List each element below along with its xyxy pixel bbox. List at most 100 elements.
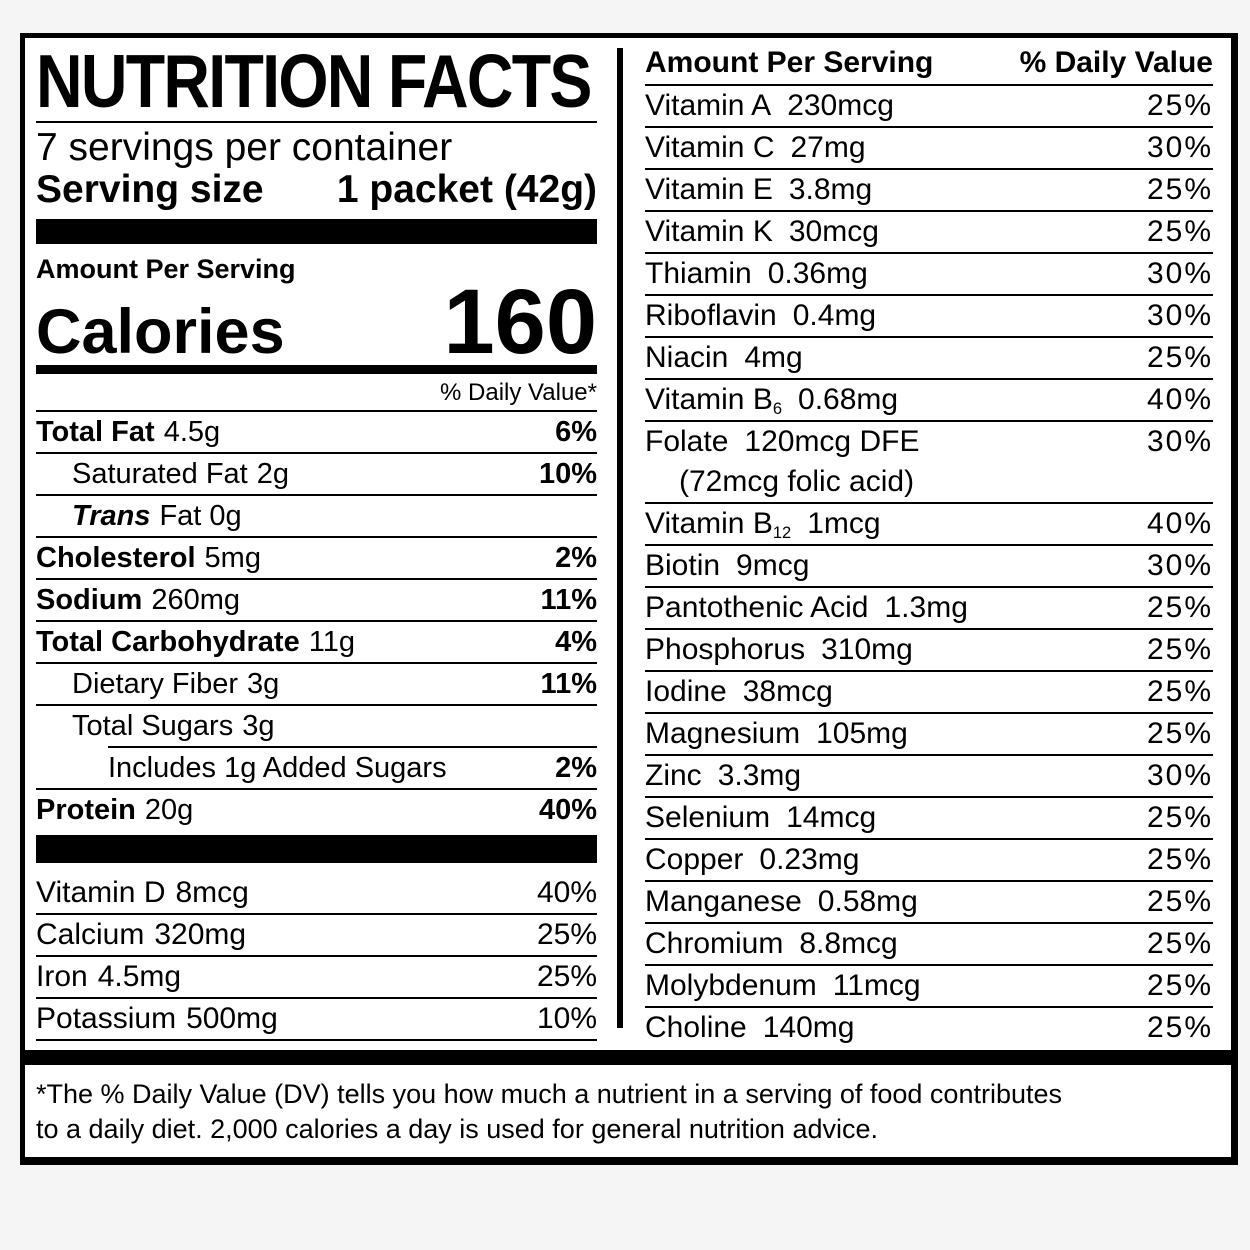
nutrient-name: Dietary Fiber 3g bbox=[72, 667, 280, 700]
micronutrient-row: Vitamin E 3.8mg 25% bbox=[645, 170, 1213, 212]
micronutrient-row: Vitamin K 30mcg 25% bbox=[645, 212, 1213, 254]
nutrient-note: (72mcg folic acid) bbox=[679, 465, 915, 498]
nutrient-row: Protein 20g 40% bbox=[36, 790, 597, 830]
nutrient-daily-value: 25% bbox=[536, 960, 597, 994]
nutrient-name: Vitamin A 230mcg bbox=[645, 89, 894, 122]
micronutrient-row: Iodine 38mcg 25% bbox=[645, 672, 1213, 714]
footnote-line-2: to a daily diet. 2,000 calories a day is… bbox=[36, 1114, 878, 1145]
nutrient-amount: 3g bbox=[242, 709, 275, 742]
nutrient-name: Vitamin C 27mg bbox=[645, 131, 866, 164]
nutrient-amount: 0.4mg bbox=[792, 299, 877, 332]
nutrient-amount: 4.5mg bbox=[97, 960, 182, 994]
nutrient-amount: 310mg bbox=[821, 633, 913, 666]
micronutrient-row: Pantothenic Acid 1.3mg 25% bbox=[645, 588, 1213, 630]
nutrient-name: Zinc 3.3mg bbox=[645, 759, 802, 792]
nutrient-amount: 4.5g bbox=[163, 415, 221, 448]
nutrient-name: Trans Fat 0g bbox=[72, 499, 242, 532]
micronutrient-row: Vitamin B6 0.68mg 40% bbox=[645, 380, 1213, 422]
nutrient-amount: 140mg bbox=[762, 1011, 855, 1044]
nutrient-daily-value: 2% bbox=[555, 541, 597, 574]
servings-per-container: 7 servings per container bbox=[36, 125, 453, 169]
nutrient-name: Cholesterol 5mg bbox=[36, 541, 261, 574]
nutrient-amount: 105mg bbox=[816, 717, 908, 750]
nutrient-name: Phosphorus 310mg bbox=[645, 633, 913, 666]
vitamin-mineral-row: Calcium 320mg 25% bbox=[36, 915, 597, 958]
nutrient-name: Riboflavin 0.4mg bbox=[645, 299, 877, 332]
nutrient-daily-value: 10% bbox=[536, 1002, 597, 1036]
nutrient-name: Vitamin B12 1mcg bbox=[645, 507, 881, 542]
micronutrient-row: Magnesium 105mg 25% bbox=[645, 714, 1213, 756]
nutrient-amount: 0.68mg bbox=[798, 383, 899, 416]
nutrient-amount: 9mcg bbox=[736, 549, 810, 582]
nutrient-daily-value: 40% bbox=[538, 793, 597, 826]
nutrient-name: Magnesium 105mg bbox=[645, 717, 908, 750]
nutrient-amount: 120mcg DFE bbox=[744, 425, 920, 458]
nutrient-daily-value: 30% bbox=[1146, 425, 1213, 458]
footnote-divider-bar bbox=[25, 1050, 1231, 1065]
micronutrient-row: Vitamin A 230mcg 25% bbox=[645, 86, 1213, 128]
nutrient-row: Trans Fat 0g bbox=[36, 496, 597, 539]
micronutrient-row: Biotin 9mcg 30% bbox=[645, 546, 1213, 588]
micronutrient-row: Phosphorus 310mg 25% bbox=[645, 630, 1213, 672]
nutrient-amount: 1mcg bbox=[807, 507, 881, 540]
nutrient-name: Iron 4.5mg bbox=[36, 960, 182, 994]
nutrient-daily-value: 30% bbox=[1146, 131, 1213, 164]
nutrient-row: Saturated Fat 2g 10% bbox=[36, 454, 597, 497]
nutrient-name: Iodine 38mcg bbox=[645, 675, 833, 708]
right-column: Amount Per Serving % Daily Value Vitamin… bbox=[623, 38, 1231, 1050]
nutrient-daily-value: 4% bbox=[555, 625, 597, 658]
main-nutrients-section: Total Fat 4.5g 6% Saturated Fat 2g 10% Trans Fa… bbox=[36, 412, 597, 830]
calories-divider-bar bbox=[36, 365, 597, 375]
nutrient-daily-value: 25% bbox=[1146, 675, 1213, 708]
vitamins-divider-bar bbox=[36, 835, 597, 864]
vitamin-mineral-row: Iron 4.5mg 25% bbox=[36, 957, 597, 1000]
serving-size-value: 1 packet (42g) bbox=[336, 168, 597, 212]
calories-value: 160 bbox=[443, 271, 598, 374]
nutrient-daily-value: 25% bbox=[1146, 717, 1213, 750]
nutrition-facts-label: NUTRITION FACTS 7 servings per container… bbox=[20, 33, 1238, 1166]
footnote-line-1: *The % Daily Value (DV) tells you how mu… bbox=[36, 1079, 1062, 1109]
nutrient-name: Protein 20g bbox=[36, 793, 194, 826]
nutrient-amount: 11mcg bbox=[832, 969, 921, 1002]
nutrient-name: Vitamin D 8mcg bbox=[36, 876, 249, 910]
nutrient-daily-value: 25% bbox=[1146, 89, 1213, 122]
nutrient-amount: 3g bbox=[247, 667, 280, 700]
label-columns: NUTRITION FACTS 7 servings per container… bbox=[25, 38, 1231, 1050]
nutrient-name: Selenium 14mcg bbox=[645, 801, 877, 834]
micronutrient-row: Molybdenum 11mcg 25% bbox=[645, 966, 1213, 1008]
micronutrient-row: Riboflavin 0.4mg 30% bbox=[645, 296, 1213, 338]
nutrient-amount: 11g bbox=[308, 625, 355, 658]
daily-value-header: % Daily Value* bbox=[36, 374, 597, 413]
nutrient-amount: 20g bbox=[144, 793, 194, 826]
amount-per-serving-label: Amount Per Serving bbox=[36, 254, 296, 285]
vitamin-mineral-row: Vitamin D 8mcg 40% bbox=[36, 873, 597, 916]
nutrient-amount: 500mg bbox=[186, 1002, 278, 1036]
nutrient-row: Sodium 260mg 11% bbox=[36, 580, 597, 623]
nutrient-amount: 320mg bbox=[154, 918, 247, 952]
nutrient-amount: 0.23mg bbox=[759, 843, 860, 876]
nutrient-name: Thiamin 0.36mg bbox=[645, 257, 868, 290]
calories-label: Calories bbox=[36, 297, 285, 368]
nutrient-daily-value: 2% bbox=[555, 751, 597, 784]
nutrient-daily-value: 25% bbox=[1146, 969, 1213, 1002]
micronutrient-row: Folate 120mcg DFE 30% (72mcg folic acid) bbox=[645, 422, 1213, 504]
nutrient-daily-value: 25% bbox=[1146, 801, 1213, 834]
nutrient-amount: 3.8mg bbox=[788, 173, 873, 206]
vitamin-mineral-row: Potassium 500mg 10% bbox=[36, 999, 597, 1042]
nutrient-name: Molybdenum 11mcg bbox=[645, 969, 921, 1002]
nutrient-amount: 3.3mg bbox=[717, 759, 802, 792]
section-divider-bar bbox=[36, 219, 597, 245]
nutrient-name: Vitamin B6 0.68mg bbox=[645, 383, 899, 418]
micronutrient-row: Chromium 8.8mcg 25% bbox=[645, 924, 1213, 966]
nutrient-name: Total Sugars 3g bbox=[72, 709, 275, 742]
nutrient-daily-value: 25% bbox=[1146, 215, 1213, 248]
nutrient-name: Potassium 500mg bbox=[36, 1002, 278, 1036]
nutrient-daily-value: 40% bbox=[1146, 507, 1213, 540]
nutrient-amount: 8.8mcg bbox=[799, 927, 898, 960]
nutrient-name: Saturated Fat 2g bbox=[72, 457, 289, 490]
serving-size-label: Serving size bbox=[36, 168, 264, 212]
nutrient-amount: 0.58mg bbox=[817, 885, 918, 918]
nutrient-amount: 14mcg bbox=[786, 801, 877, 834]
nutrient-row: Total Carbohydrate 11g 4% bbox=[36, 622, 597, 665]
nutrient-amount: 8mcg bbox=[175, 876, 249, 910]
